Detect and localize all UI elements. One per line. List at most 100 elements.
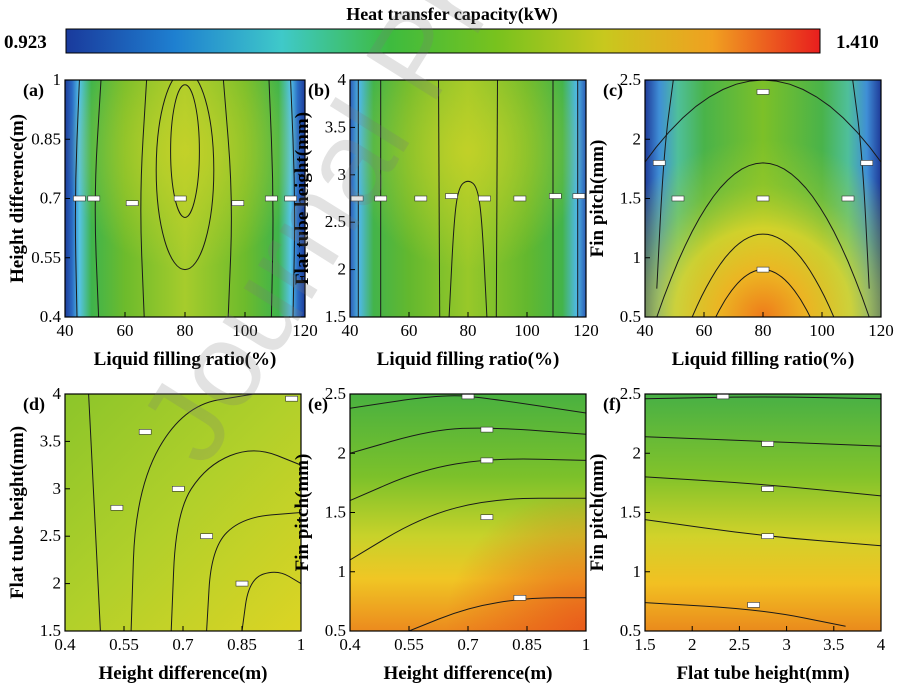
contour-label [841,195,855,202]
y-tick-label: 4 [338,70,347,89]
x-axis-label: Flat tube height(mm) [676,663,849,684]
colorbar-title: Heat transfer capacity(kW) [346,4,558,25]
contour-label [445,193,458,199]
contour-line [852,80,870,289]
y-tick-label: 0.85 [31,129,61,148]
panel-tag: (e) [308,394,328,415]
contour-line [408,597,586,631]
contour-line [241,571,301,631]
contour-label [671,195,685,202]
contour-line [222,80,232,317]
colorbar [65,28,821,54]
contour-label [461,393,475,400]
x-tick-label: 120 [573,321,599,340]
y-tick-label: 1 [53,70,62,89]
contour-line [656,80,674,289]
x-tick-label: 40 [57,321,74,340]
x-tick-label: 100 [809,321,835,340]
y-axis-label: Height difference(m) [7,114,28,283]
colorbar-min-label: 0.923 [4,32,47,53]
x-tick-label: 80 [177,321,194,340]
x-tick-label: 0.85 [512,635,542,654]
y-tick-label: 0.7 [40,189,62,208]
x-tick-label: 60 [117,321,134,340]
x-tick-label: 120 [292,321,318,340]
y-axis-label: Fin pitch(mm) [587,454,608,572]
x-tick-label: 1.5 [634,635,655,654]
contour-line [691,233,835,317]
x-tick-label: 100 [514,321,540,340]
contour-label [235,580,249,587]
contour-label [513,594,527,601]
y-tick-label: 0.55 [31,248,61,267]
x-axis-label: Height difference(m) [383,663,552,684]
contour-line [140,80,148,317]
contour-lines [88,394,301,631]
y-tick-label: 2 [633,129,642,148]
contour-label [480,426,494,433]
x-tick-label: 0.7 [172,635,194,654]
contour-label [747,602,760,608]
contour-line [88,394,101,631]
panel-a: 40 60 80 100 120 0.4 0.55 0.7 0.85 1 (a) Liquid fil… [7,70,318,370]
x-tick-label: 2.5 [729,635,750,654]
x-tick-label: 0.4 [339,635,361,654]
heatmap-field [65,394,301,631]
contour-line [130,394,254,631]
x-tick-label: 1 [582,635,591,654]
y-tick-label: 1.5 [325,503,346,522]
contour-line [645,476,881,497]
y-tick-label: 1 [633,562,642,581]
contour-label [513,195,527,202]
contour-line [495,80,498,317]
contour-label [761,533,775,540]
contour-label [138,429,152,435]
x-tick-label: 60 [401,321,418,340]
contour-label [480,457,494,464]
x-tick-label: 0.55 [109,635,139,654]
x-tick-label: 40 [342,321,359,340]
x-tick-label: 0.7 [457,635,479,654]
x-tick-label: 0.55 [394,635,424,654]
contour-line [170,450,301,631]
contour-label [414,195,428,202]
contour-lines [645,80,881,317]
x-tick-label: 4 [877,635,886,654]
contour-label [478,195,491,202]
y-tick-label: 2.5 [620,384,641,403]
x-tick-label: 60 [696,321,713,340]
contour-label [374,195,388,202]
y-tick-label: 2 [633,443,642,462]
contour-label [231,200,245,206]
panel-c: 40 60 80 100 120 0.5 1 1.5 2 2.5(c) Liquid filling… [587,70,894,370]
contour-label [350,195,364,202]
contour-line [170,84,200,218]
y-axis-label: Fin pitch(mm) [587,140,608,258]
x-tick-label: 1 [297,635,306,654]
y-axis-label: Fin pitch(mm) [292,454,313,572]
y-tick-label: 2 [53,574,62,593]
contour-line [206,512,301,631]
contour-label [716,393,730,400]
y-tick-label: 2.5 [40,526,61,545]
contour-label [756,89,770,95]
y-tick-label: 1 [633,248,642,267]
contour-label [110,504,124,511]
x-axis-label: Liquid filling ratio(%) [377,349,560,370]
y-tick-label: 2.5 [620,70,641,89]
contour-label [761,485,775,492]
heatmap-field [645,394,881,631]
panel-b: 40 60 80 100 120 1.5 2 2.5 3 3.5 4 (b) Liquid fillin… [292,70,599,370]
contour-label [761,440,775,447]
y-tick-label: 0.5 [620,621,641,640]
contour-label [548,193,562,199]
y-tick-label: 3.5 [40,431,61,450]
contour-label [860,160,874,166]
contour-label [572,193,586,199]
contour-label [756,195,770,202]
panel-tag: (a) [23,80,44,101]
contour-label [73,195,86,202]
contour-label [172,485,185,492]
contour-label [285,395,298,402]
heatmap-hotspot [350,394,586,631]
